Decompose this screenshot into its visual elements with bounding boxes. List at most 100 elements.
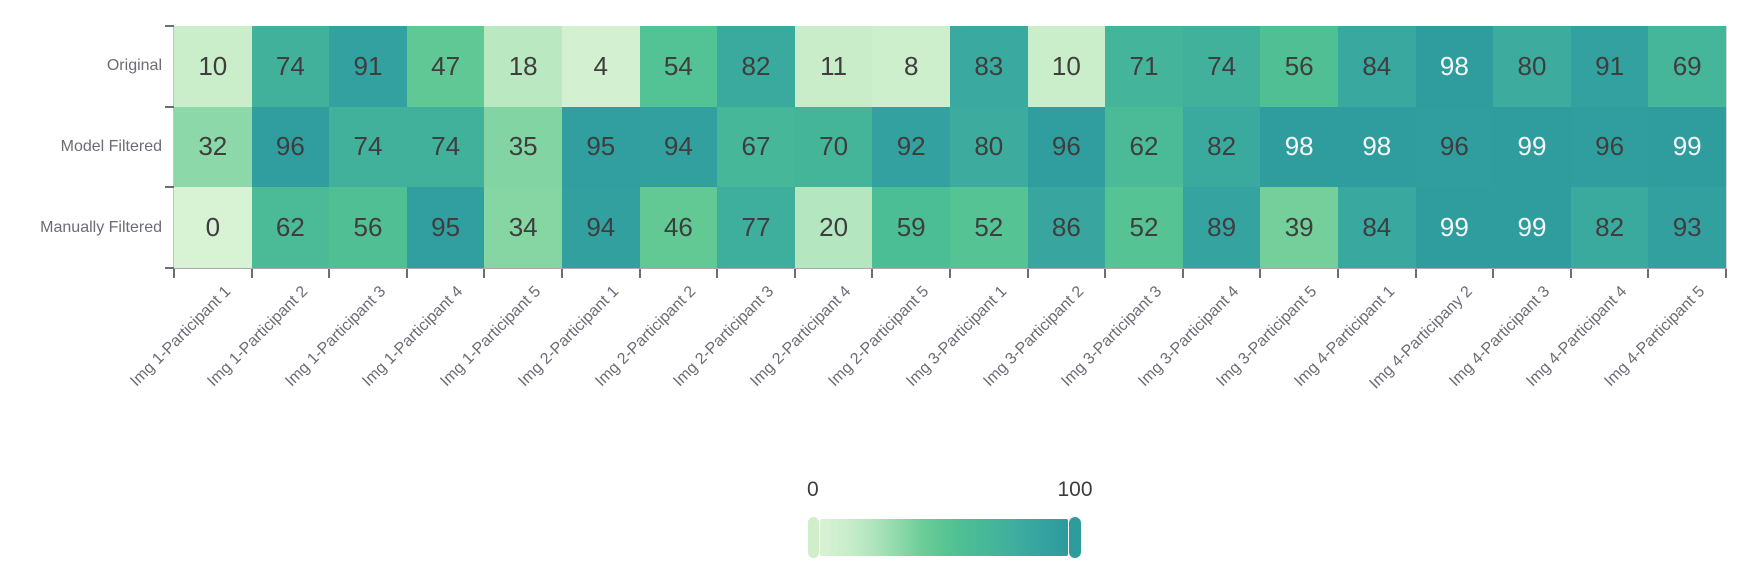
x-axis-tick bbox=[251, 269, 253, 278]
x-axis-tick bbox=[794, 269, 796, 278]
cell-value: 67 bbox=[741, 131, 771, 162]
heatmap-cell: 71 bbox=[1105, 26, 1183, 107]
cell-value: 56 bbox=[353, 212, 383, 243]
cell-value: 98 bbox=[1439, 50, 1469, 81]
heatmap-cell: 86 bbox=[1027, 187, 1106, 268]
heatmap-cell: 82 bbox=[1570, 187, 1649, 268]
cell-value: 99 bbox=[1672, 131, 1702, 162]
heatmap-cell: 98 bbox=[1337, 106, 1416, 188]
y-axis-line bbox=[173, 26, 174, 268]
cell-value: 46 bbox=[663, 212, 693, 243]
cell-value: 20 bbox=[819, 212, 849, 243]
plot-right-border bbox=[1726, 26, 1727, 268]
x-axis-line bbox=[173, 268, 1727, 269]
heatmap-cell: 91 bbox=[329, 26, 407, 107]
y-axis-tick bbox=[165, 186, 174, 188]
cell-value: 77 bbox=[741, 212, 771, 243]
heatmap-cell: 20 bbox=[794, 187, 873, 268]
heatmap-cell: 32 bbox=[174, 106, 252, 188]
cell-value: 74 bbox=[431, 131, 461, 162]
x-axis-tick bbox=[1104, 269, 1106, 278]
cell-value: 18 bbox=[508, 50, 538, 81]
cell-value: 96 bbox=[275, 131, 305, 162]
cell-value: 52 bbox=[1129, 212, 1159, 243]
cell-value: 10 bbox=[1051, 50, 1081, 81]
colorbar-max-handle[interactable] bbox=[1069, 517, 1081, 558]
x-axis-tick bbox=[949, 269, 951, 278]
cell-value: 69 bbox=[1672, 50, 1702, 81]
cell-value: 0 bbox=[205, 212, 221, 243]
heatmap-cell: 39 bbox=[1260, 187, 1338, 268]
heatmap-cell: 4 bbox=[561, 26, 640, 107]
heatmap-cell: 82 bbox=[1182, 106, 1261, 188]
cell-value: 74 bbox=[1207, 50, 1237, 81]
cell-value: 91 bbox=[1595, 50, 1625, 81]
colorbar-min-handle[interactable] bbox=[808, 517, 819, 558]
heatmap-cell: 96 bbox=[1570, 106, 1649, 188]
cell-value: 52 bbox=[974, 212, 1004, 243]
x-axis-tick bbox=[1570, 269, 1572, 278]
cell-value: 74 bbox=[275, 50, 305, 81]
cell-value: 8 bbox=[903, 50, 919, 81]
heatmap-cell: 52 bbox=[1105, 187, 1183, 268]
heatmap-cell: 74 bbox=[329, 106, 407, 188]
cell-value: 84 bbox=[1362, 212, 1392, 243]
legend-max-label: 100 bbox=[1057, 478, 1093, 501]
heatmap-cell: 18 bbox=[484, 26, 562, 107]
heatmap-cell: 34 bbox=[484, 187, 562, 268]
heatmap-cell: 96 bbox=[1415, 106, 1494, 188]
heatmap-cell: 46 bbox=[639, 187, 718, 268]
cell-value: 95 bbox=[586, 131, 616, 162]
cell-value: 47 bbox=[431, 50, 461, 81]
cell-value: 96 bbox=[1439, 131, 1469, 162]
cell-value: 98 bbox=[1362, 131, 1392, 162]
x-axis-tick bbox=[1492, 269, 1494, 278]
x-axis-tick bbox=[406, 269, 408, 278]
heatmap-cell: 10 bbox=[1027, 26, 1106, 107]
x-axis-tick bbox=[1647, 269, 1649, 278]
heatmap-cell: 91 bbox=[1570, 26, 1649, 107]
cell-value: 54 bbox=[663, 50, 693, 81]
heatmap-cell: 84 bbox=[1337, 187, 1416, 268]
heatmap-cell: 47 bbox=[406, 26, 485, 107]
legend-min-label: 0 bbox=[807, 478, 819, 501]
cell-value: 11 bbox=[820, 50, 848, 81]
heatmap-cell: 74 bbox=[1182, 26, 1261, 107]
x-axis-tick bbox=[1027, 269, 1029, 278]
x-axis-tick bbox=[871, 269, 873, 278]
heatmap-cell: 70 bbox=[794, 106, 873, 188]
cell-value: 74 bbox=[353, 131, 383, 162]
cell-value: 93 bbox=[1672, 212, 1702, 243]
y-axis-label: Model Filtered bbox=[60, 137, 162, 155]
heatmap-cell: 83 bbox=[949, 26, 1028, 107]
heatmap-cell: 99 bbox=[1493, 187, 1571, 268]
y-axis-tick bbox=[165, 25, 174, 27]
cell-value: 39 bbox=[1284, 212, 1314, 243]
heatmap-cell: 98 bbox=[1260, 106, 1338, 188]
x-axis-tick bbox=[1182, 269, 1184, 278]
y-axis-label: Manually Filtered bbox=[40, 218, 162, 236]
cell-value: 62 bbox=[1129, 131, 1159, 162]
cell-value: 82 bbox=[741, 50, 771, 81]
cell-value: 56 bbox=[1284, 50, 1314, 81]
heatmap-cell: 62 bbox=[251, 187, 330, 268]
cell-value: 70 bbox=[819, 131, 849, 162]
heatmap-cell: 94 bbox=[639, 106, 718, 188]
cell-value: 35 bbox=[508, 131, 538, 162]
heatmap-cell: 67 bbox=[717, 106, 795, 188]
heatmap-cell: 62 bbox=[1105, 106, 1183, 188]
heatmap-cell: 52 bbox=[949, 187, 1028, 268]
cell-value: 4 bbox=[593, 50, 609, 81]
cell-value: 96 bbox=[1595, 131, 1625, 162]
cell-value: 82 bbox=[1207, 131, 1237, 162]
heatmap-cell: 59 bbox=[872, 187, 950, 268]
heatmap-cell: 77 bbox=[717, 187, 795, 268]
colorbar-gradient bbox=[820, 519, 1068, 556]
heatmap-cell: 82 bbox=[717, 26, 795, 107]
y-axis-tick bbox=[165, 106, 174, 108]
cell-value: 94 bbox=[586, 212, 616, 243]
cell-value: 82 bbox=[1595, 212, 1625, 243]
heatmap-cell: 35 bbox=[484, 106, 562, 188]
y-axis-tick bbox=[165, 267, 174, 269]
cell-value: 99 bbox=[1439, 212, 1469, 243]
